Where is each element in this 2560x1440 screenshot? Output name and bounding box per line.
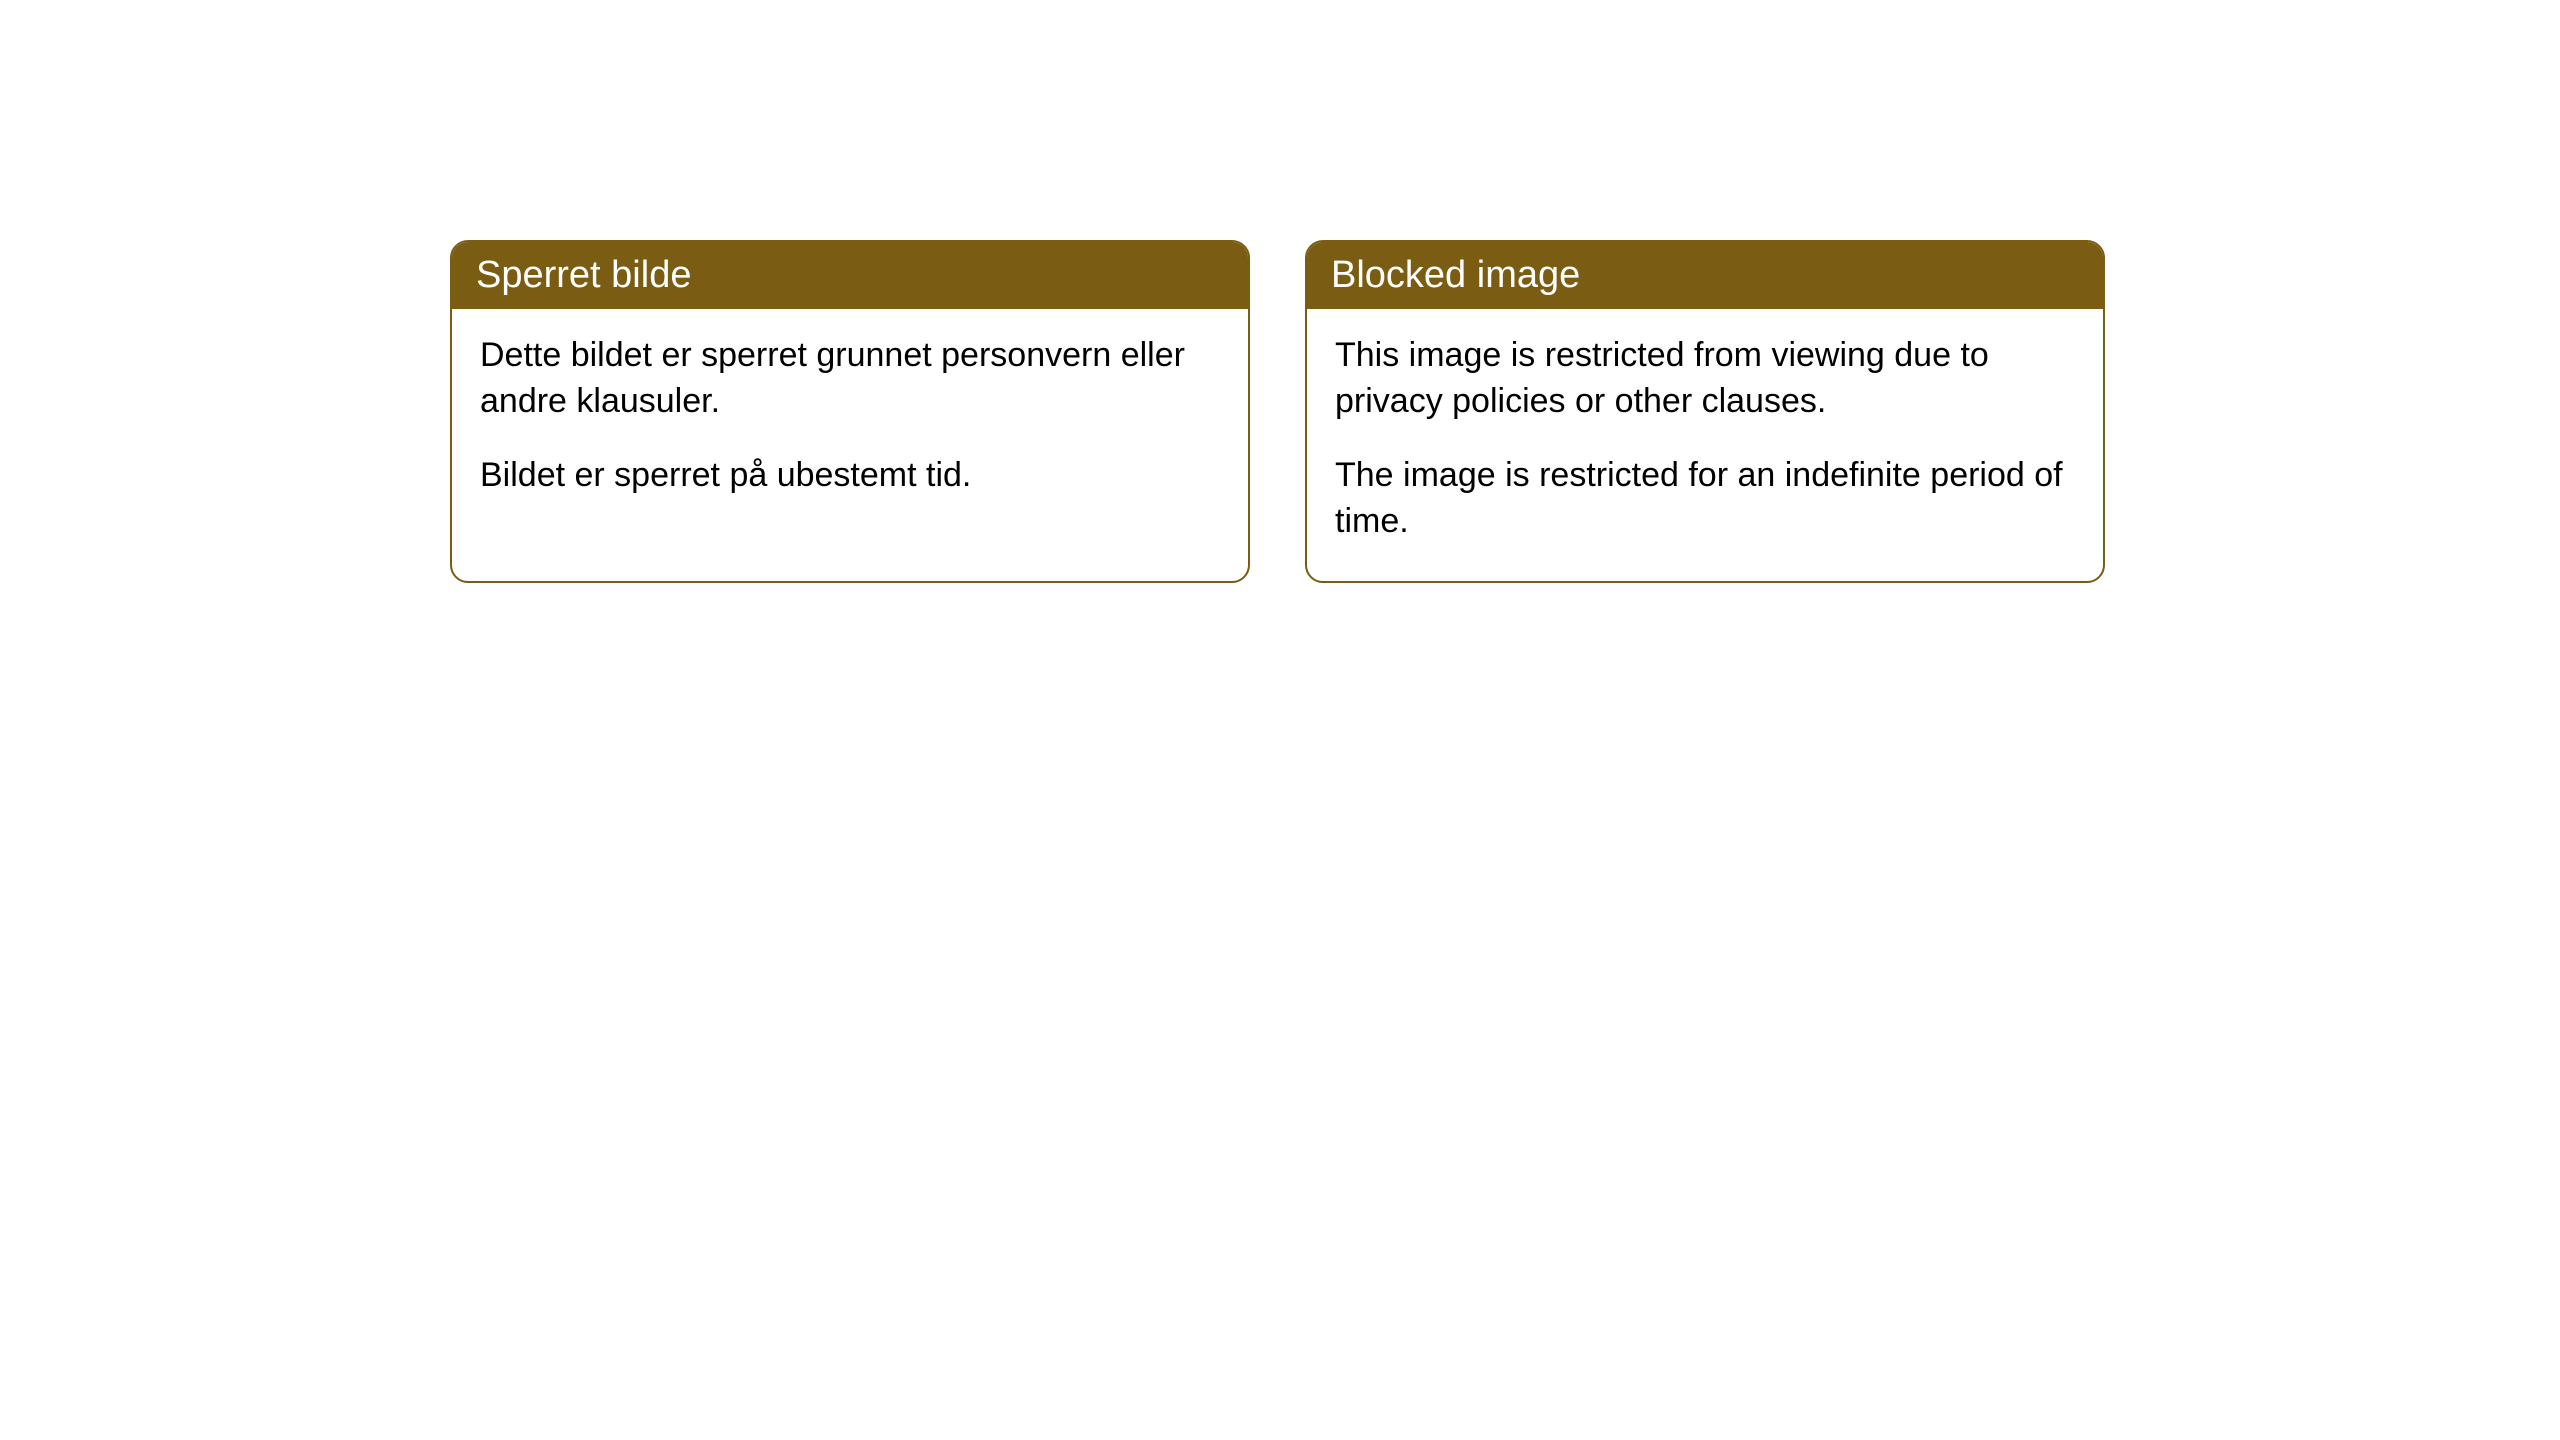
- card-paragraph-1: Dette bildet er sperret grunnet personve…: [480, 333, 1220, 425]
- card-body-norwegian: Dette bildet er sperret grunnet personve…: [452, 309, 1248, 535]
- card-paragraph-2: The image is restricted for an indefinit…: [1335, 453, 2075, 545]
- card-paragraph-1: This image is restricted from viewing du…: [1335, 333, 2075, 425]
- notice-cards-container: Sperret bilde Dette bildet er sperret gr…: [450, 240, 2105, 583]
- notice-card-norwegian: Sperret bilde Dette bildet er sperret gr…: [450, 240, 1250, 583]
- card-header-norwegian: Sperret bilde: [452, 242, 1248, 309]
- notice-card-english: Blocked image This image is restricted f…: [1305, 240, 2105, 583]
- card-header-english: Blocked image: [1307, 242, 2103, 309]
- card-title: Sperret bilde: [476, 254, 691, 296]
- card-title: Blocked image: [1331, 254, 1580, 296]
- card-body-english: This image is restricted from viewing du…: [1307, 309, 2103, 581]
- card-paragraph-2: Bildet er sperret på ubestemt tid.: [480, 453, 1220, 499]
